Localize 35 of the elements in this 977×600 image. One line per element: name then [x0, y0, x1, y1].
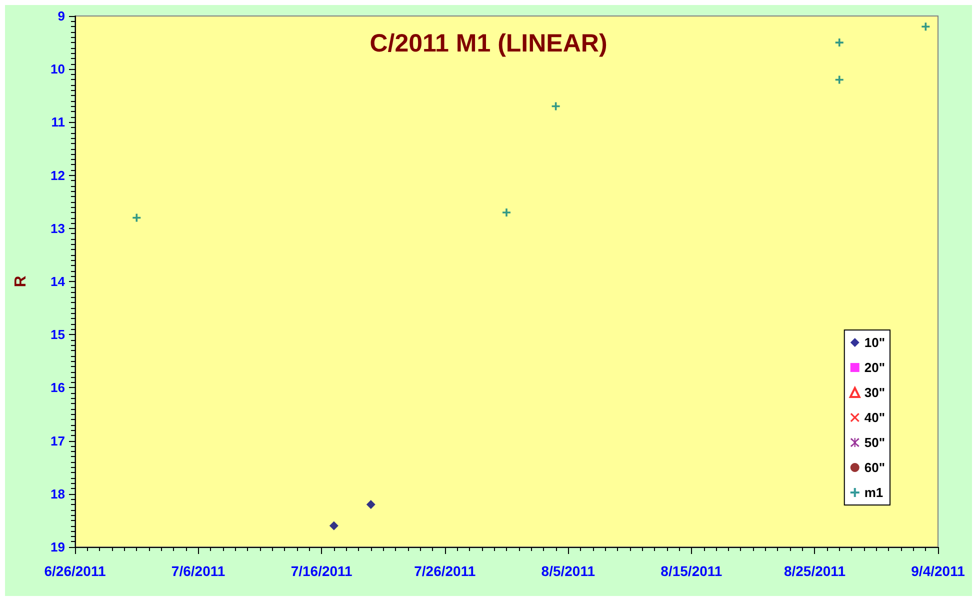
- legend-label: 40": [864, 410, 885, 425]
- x-tick-label: 8/25/2011: [784, 563, 846, 579]
- y-tick-label: 19: [50, 540, 65, 554]
- y-tick-label: 12: [50, 168, 65, 183]
- y-tick-label: 15: [50, 327, 65, 342]
- legend-label: 50": [864, 435, 885, 450]
- x-tick-label: 8/5/2011: [541, 563, 596, 579]
- legend-label: 30": [864, 385, 885, 400]
- point: [329, 521, 338, 530]
- y-tick-label: 9: [58, 8, 65, 24]
- legend-label: m1: [864, 485, 884, 500]
- x-tick-label: 8/15/2011: [660, 563, 722, 579]
- y-tick-label: 17: [50, 433, 65, 448]
- legend-label: 20": [864, 360, 885, 375]
- legend-label: 60": [864, 460, 885, 475]
- y-tick-label: 11: [51, 114, 65, 130]
- x-tick-label: 7/6/2011: [171, 563, 226, 579]
- point: [835, 38, 844, 47]
- point: [502, 208, 510, 216]
- point: [132, 214, 141, 222]
- y-tick-label: 13: [50, 220, 65, 236]
- y-tick-label: 18: [50, 486, 65, 502]
- y-tick-label: 16: [50, 380, 65, 396]
- legend-label: 10": [864, 335, 885, 350]
- x-tick-label: 9/4/2011: [911, 563, 966, 579]
- text: C/2011 M1 (LINEAR): [370, 30, 608, 58]
- y-axis-title: R: [12, 275, 30, 288]
- point: [835, 76, 844, 84]
- x-tick-label: 7/16/2011: [290, 563, 353, 579]
- point: [366, 500, 376, 510]
- x-tick-label: 6/26/2011: [44, 563, 106, 579]
- x-tick-label: 7/26/2011: [414, 563, 476, 579]
- point: [922, 22, 930, 31]
- y-tick-label: 10: [50, 62, 65, 77]
- y-tick-label: 14: [50, 274, 66, 289]
